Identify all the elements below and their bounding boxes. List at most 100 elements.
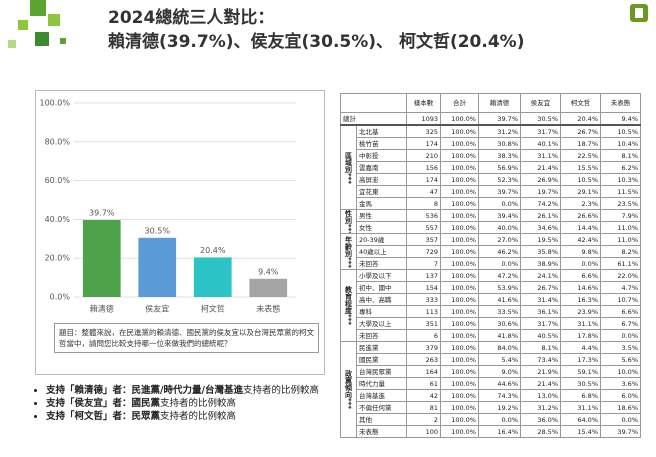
cell: 154	[406, 281, 441, 294]
title-line: 賴清德(39.7%)、侯友宜(30.5%)、 柯文哲(20.4%)	[108, 32, 525, 52]
cell: 210	[406, 149, 441, 162]
row-label: 專科	[356, 305, 407, 318]
cell: 20.4%	[560, 112, 601, 126]
cell: 10.0%	[600, 365, 641, 378]
cell: 10.5%	[600, 124, 641, 138]
row: 教育程度*** 小學及以下 137 100.0% 47.2% 24.1% 6.6% 22.0%	[340, 269, 641, 342]
cell: 536	[406, 209, 441, 222]
row: 未回答 6 100.0% 41.8% 40.5% 17.8% 0.0%	[341, 329, 641, 342]
cell: 39.4%	[478, 209, 521, 222]
cell: 113	[406, 305, 441, 318]
cell: 74.3%	[478, 389, 521, 402]
row-label: 未回答	[356, 329, 407, 342]
cell: 44.6%	[478, 377, 521, 390]
row: 不偏任何黨 81 100.0% 19.2% 31.2% 31.1% 18.6%	[341, 401, 641, 414]
cell: 19.2%	[478, 401, 521, 414]
cell: 100.0%	[440, 112, 479, 126]
cell: 100.0%	[440, 305, 479, 318]
row-label: 時代力量	[356, 377, 407, 390]
cell: 31.1%	[560, 317, 601, 330]
cell: 16.4%	[478, 425, 521, 438]
row-label: 40歲以上	[356, 245, 407, 258]
cell: 100.0%	[440, 389, 479, 402]
cell: 729	[406, 245, 441, 258]
cell: 39.7%	[478, 112, 521, 126]
bullet-bold: 支持「賴清德」者：民進黨/時代力量/台灣基進	[46, 385, 243, 396]
cell: 9.4%	[600, 112, 641, 126]
cell: 6.8%	[560, 389, 601, 402]
y-tick-label: 40.0%	[45, 215, 71, 224]
row-label: 未表態	[356, 425, 407, 438]
cell: 164	[406, 365, 441, 378]
cell: 557	[406, 221, 441, 234]
row: 中彰投 210 100.0% 38.3% 31.1% 22.5% 8.1%	[341, 149, 641, 162]
chart-panel: 0.0% 20.0% 40.0% 60.0% 80.0% 100.0% 39.7% 賴清德 30…	[35, 90, 325, 375]
row-label: 總計	[340, 112, 407, 126]
cell: 23.9%	[560, 305, 601, 318]
cell: 17.3%	[560, 353, 601, 366]
row: 年齡別*** 20-39歲 357 100.0% 27.0% 19.5% 42.4% 11.0…	[340, 233, 641, 270]
cell: 7	[406, 257, 441, 270]
column-header: 合計	[440, 93, 479, 113]
x-tick-label: 未表態	[256, 304, 280, 314]
cell: 41.8%	[478, 329, 521, 342]
cell: 31.7%	[520, 317, 561, 330]
cell: 26.6%	[560, 209, 601, 222]
question-note: 題目：整體來說，在民進黨的賴清德、國民黨的侯友宜以及台灣民眾黨的柯文哲當中，請問…	[54, 323, 319, 353]
cell: 21.4%	[520, 161, 561, 174]
cell: 8.2%	[600, 245, 641, 258]
chart: 0.0% 20.0% 40.0% 60.0% 80.0% 100.0% 39.7% 賴清德 30…	[39, 99, 296, 314]
row: 金馬 8 100.0% 0.0% 74.2% 2.3% 23.5%	[341, 197, 641, 210]
cell: 9.0%	[478, 365, 521, 378]
cell: 100.0%	[440, 401, 479, 414]
row: 高中、高職 333 100.0% 41.6% 31.4% 16.3% 10.7%	[341, 293, 641, 306]
cell: 6.6%	[560, 269, 601, 282]
cell: 100.0%	[440, 257, 479, 270]
crosstab: 樣本數 合計 賴清德 侯友宜 柯文哲 未表態 總計 1093 100.0% 39.7% 30.5% 2…	[340, 93, 641, 438]
row-label: 民進黨	[356, 341, 407, 354]
cell: 19.7%	[520, 185, 561, 198]
bar	[249, 278, 288, 297]
cell: 100.0%	[440, 353, 479, 366]
cell: 7.9%	[600, 209, 641, 222]
cell: 8.1%	[600, 149, 641, 162]
row: 雲嘉南 156 100.0% 56.9% 21.4% 15.5% 6.2%	[341, 161, 641, 174]
row-label: 台灣民眾黨	[356, 365, 407, 378]
cell: 100.0%	[440, 245, 479, 258]
row: 高屏澎 174 100.0% 52.3% 26.9% 10.5% 10.3%	[341, 173, 641, 186]
row-label: 台灣基進	[356, 389, 407, 402]
value-label: 39.7%	[89, 208, 115, 217]
column-header: 樣本數	[406, 93, 441, 113]
cell: 5.6%	[600, 353, 641, 366]
cell: 81	[406, 401, 441, 414]
cell: 156	[406, 161, 441, 174]
y-tick-label: 0.0%	[50, 293, 71, 302]
bullet: 支持「柯文哲」者：民眾黨支持者的比例較高	[46, 410, 351, 423]
cell: 3.6%	[600, 377, 641, 390]
cell: 100.0%	[440, 269, 479, 282]
row: 台灣民眾黨 164 100.0% 9.0% 21.9% 59.1% 10.0%	[341, 365, 641, 378]
cell: 30.8%	[478, 137, 521, 150]
cell: 100.0%	[440, 149, 479, 162]
cell: 39.7%	[600, 425, 641, 438]
row: 台灣基進 42 100.0% 74.3% 13.0% 6.8% 6.0%	[341, 389, 641, 402]
cell: 100.0%	[440, 221, 479, 234]
cell: 100.0%	[440, 137, 479, 150]
cell: 38.9%	[520, 257, 561, 270]
bullet-list: 支持「賴清德」者：民進黨/時代力量/台灣基進支持者的比例較高支持「侯友宜」者：國…	[30, 384, 351, 423]
group-label: 區域別***	[340, 124, 357, 210]
cell: 15.5%	[560, 161, 601, 174]
row: 未表態 100 100.0% 16.4% 28.5% 15.4% 39.7%	[341, 425, 641, 438]
cell: 263	[406, 353, 441, 366]
row: 專科 113 100.0% 33.5% 36.1% 23.9% 6.6%	[341, 305, 641, 318]
cell: 174	[406, 137, 441, 150]
row-label: 北北基	[356, 124, 407, 138]
row: 40歲以上 729 100.0% 46.2% 35.8% 9.8% 8.2%	[341, 245, 641, 258]
bullet-bold: 支持「侯友宜」者：國民黨	[46, 398, 161, 409]
row-label: 大學及以上	[356, 317, 407, 330]
cell: 73.4%	[520, 353, 561, 366]
cell: 174	[406, 173, 441, 186]
cell: 15.4%	[560, 425, 601, 438]
row: 區域別*** 北北基 325 100.0% 31.2% 31.7% 26.7% 10.5%	[340, 124, 641, 210]
cell: 56.9%	[478, 161, 521, 174]
